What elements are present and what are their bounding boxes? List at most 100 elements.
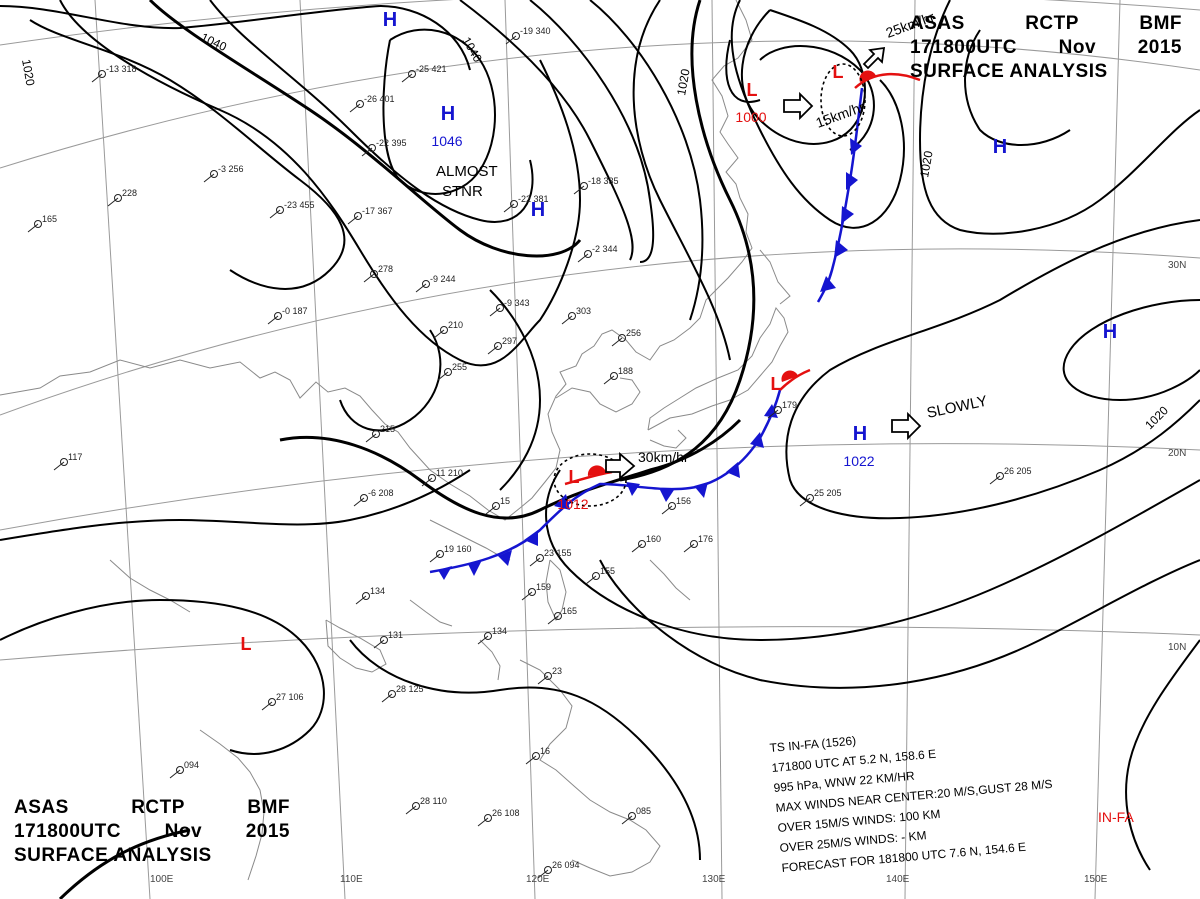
station-value: -0 187 xyxy=(282,306,308,316)
station-value: 26 205 xyxy=(1004,466,1032,476)
station-value: 303 xyxy=(576,306,591,316)
wind-barb xyxy=(489,307,501,317)
cold-front-triangle xyxy=(660,490,674,502)
station-circle xyxy=(380,636,388,644)
wind-barb xyxy=(437,371,449,381)
station-plots: -25 421 -26 401 -22 395 -19 340 -13 318 -3 25… xyxy=(27,26,1032,879)
cold-front-triangle xyxy=(750,432,764,448)
station-circle xyxy=(98,70,106,78)
title-time: 171800UTC xyxy=(910,37,1017,58)
warm-front-north xyxy=(854,70,921,89)
lon-label: 140E xyxy=(886,874,910,885)
station-value: 165 xyxy=(42,214,57,224)
station-circle xyxy=(484,632,492,640)
station-value: -19 340 xyxy=(520,26,551,36)
wind-barb xyxy=(349,103,361,113)
lon-label: 130E xyxy=(702,874,726,885)
station-value: 26 108 xyxy=(492,808,520,818)
wind-barb xyxy=(537,675,549,685)
station-circle xyxy=(584,250,592,258)
wind-barb xyxy=(611,337,623,347)
wind-barb xyxy=(503,203,515,213)
wind-barb xyxy=(989,475,1001,485)
station-circle xyxy=(368,144,376,152)
station-value: -6 208 xyxy=(368,488,394,498)
station-value: 117 xyxy=(68,452,82,462)
motion-arrow xyxy=(891,411,922,441)
title-code: BMF xyxy=(247,797,290,818)
cold-front-triangle xyxy=(498,550,512,566)
low-pressure-symbol: L xyxy=(241,634,252,654)
high-pressure-symbol: H xyxy=(1103,321,1117,343)
lat-labels: 30N 20N 10N xyxy=(1168,260,1186,653)
cold-front-south xyxy=(429,389,782,580)
station-value: 28 125 xyxy=(396,684,424,694)
station-circle xyxy=(996,472,1004,480)
wind-barb xyxy=(477,635,489,645)
station-value: -22 381 xyxy=(518,194,549,204)
wind-barb xyxy=(577,253,589,263)
cold-front-triangle xyxy=(694,482,708,498)
cold-front-triangle xyxy=(626,482,640,496)
isobar-label: 1020 xyxy=(917,149,935,178)
station-circle xyxy=(408,70,416,78)
title-agency: ASAS xyxy=(910,13,965,34)
pressure-centers: H 1046 H H H H H 1022 L 1000 L L 1012 L L xyxy=(241,9,1118,654)
wind-barb xyxy=(91,73,103,83)
wind-barb xyxy=(401,73,413,83)
station-value: -2 344 xyxy=(592,244,618,254)
title-station: RCTP xyxy=(1025,13,1079,34)
wind-barb xyxy=(547,615,559,625)
wind-barb xyxy=(261,701,273,711)
isobar-label: 1020 xyxy=(19,58,37,87)
label-almost: ALMOST xyxy=(436,163,498,180)
station-circle xyxy=(370,270,378,278)
wind-barb xyxy=(353,497,365,507)
title-year: 2015 xyxy=(245,821,290,842)
station-value: -13 318 xyxy=(106,64,137,74)
wind-barb xyxy=(433,329,445,339)
cold-front-triangle xyxy=(846,172,858,190)
station-value: 134 xyxy=(370,586,385,596)
station-circle xyxy=(114,194,122,202)
station-circle xyxy=(628,812,636,820)
wind-barb xyxy=(529,557,541,567)
station-circle xyxy=(618,334,626,342)
wind-barb xyxy=(573,185,585,195)
station-circle xyxy=(690,540,698,548)
station-circle xyxy=(362,592,370,600)
high-pressure-symbol: H xyxy=(993,136,1007,158)
station-circle xyxy=(668,502,676,510)
wind-barb xyxy=(347,215,359,225)
cold-front-triangle xyxy=(554,494,570,510)
station-value: 155 xyxy=(600,566,615,576)
station-value: 23 xyxy=(552,666,562,676)
cold-front-triangle xyxy=(850,138,862,155)
station-circle xyxy=(536,554,544,562)
station-circle xyxy=(532,752,540,760)
title-code: BMF xyxy=(1139,13,1182,34)
station-value: -26 401 xyxy=(364,94,395,104)
title-product: SURFACE ANALYSIS xyxy=(910,61,1108,82)
wind-barb xyxy=(603,375,615,385)
storm-name: IN-FA xyxy=(1098,809,1134,825)
station-circle xyxy=(354,212,362,220)
station-circle xyxy=(610,372,618,380)
lon-label: 110E xyxy=(340,874,363,885)
forecast-ellipse xyxy=(820,63,866,137)
station-value: 131 xyxy=(388,630,403,640)
station-circle xyxy=(372,430,380,438)
station-circle xyxy=(544,672,552,680)
wind-barb xyxy=(381,693,393,703)
station-circle xyxy=(360,494,368,502)
low-pressure-symbol: L xyxy=(747,80,758,100)
label-stnr: STNR xyxy=(442,183,483,200)
wind-barb xyxy=(267,315,279,325)
motion-arrow xyxy=(862,46,886,70)
wind-barb xyxy=(203,173,215,183)
wind-barb xyxy=(505,35,517,45)
wind-barb xyxy=(799,497,811,507)
station-circle xyxy=(34,220,42,228)
station-value: 15 xyxy=(500,496,510,506)
